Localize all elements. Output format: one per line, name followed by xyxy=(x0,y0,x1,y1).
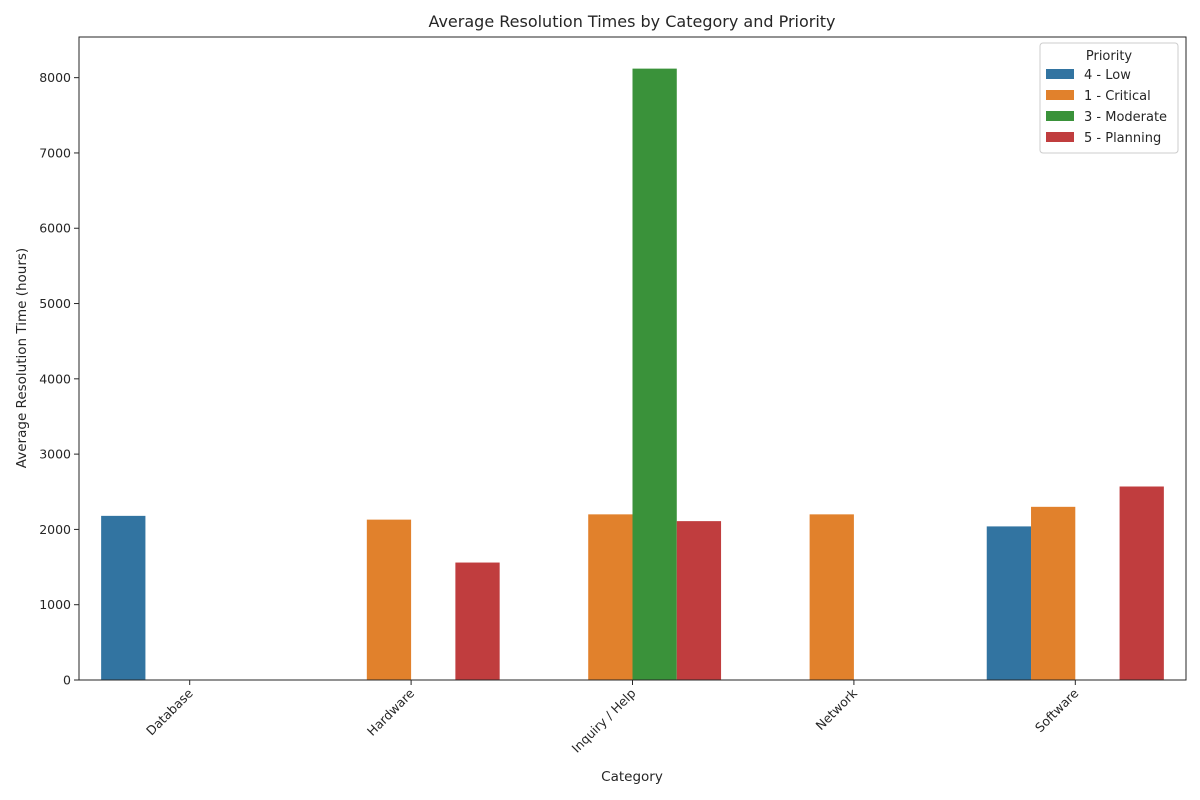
legend-label: 4 - Low xyxy=(1084,68,1131,83)
y-axis-title: Average Resolution Time (hours) xyxy=(14,248,30,468)
chart-title: Average Resolution Times by Category and… xyxy=(428,12,835,31)
legend-title: Priority xyxy=(1086,49,1133,64)
bar xyxy=(588,514,633,680)
legend: Priority 4 - Low 1 - Critical 3 - Moderate 5… xyxy=(1039,42,1179,154)
y-tick-label: 0 xyxy=(63,673,71,688)
plot-area: 0 1000 2000 3000 4000 5000 6000 7000 8000 Databas… xyxy=(39,36,1187,756)
y-tick-label: 3000 xyxy=(39,447,71,462)
y-tick-label: 5000 xyxy=(39,296,71,311)
y-tick-label: 1000 xyxy=(39,597,71,612)
x-axis-title: Category xyxy=(601,769,663,785)
legend-label: 3 - Moderate xyxy=(1084,110,1167,125)
legend-swatch xyxy=(1046,132,1074,142)
x-tick-label: Inquiry / Help xyxy=(569,685,639,755)
legend-label: 1 - Critical xyxy=(1084,89,1151,104)
bar xyxy=(986,526,1032,680)
y-tick-label: 7000 xyxy=(39,145,71,160)
bar xyxy=(632,68,677,681)
bar xyxy=(366,519,412,680)
bar xyxy=(455,562,500,680)
x-tick-label: Software xyxy=(1032,685,1082,735)
legend-swatch xyxy=(1046,69,1074,79)
bar xyxy=(101,515,146,680)
bar xyxy=(1119,486,1164,680)
bar xyxy=(676,521,722,680)
bar xyxy=(1031,506,1076,680)
legend-box xyxy=(1039,42,1179,154)
bar xyxy=(809,514,854,680)
legend-swatch xyxy=(1046,111,1074,121)
x-tick-label: Network xyxy=(813,685,861,733)
axes-frame xyxy=(78,36,1187,681)
y-tick-label: 8000 xyxy=(39,70,71,85)
y-tick-label: 2000 xyxy=(39,522,71,537)
x-tick-label: Hardware xyxy=(364,685,418,739)
legend-label: 5 - Planning xyxy=(1084,131,1161,146)
x-tick-label: Database xyxy=(143,685,196,738)
y-tick-label: 6000 xyxy=(39,221,71,236)
y-tick-label: 4000 xyxy=(39,371,71,386)
legend-swatch xyxy=(1046,90,1074,100)
